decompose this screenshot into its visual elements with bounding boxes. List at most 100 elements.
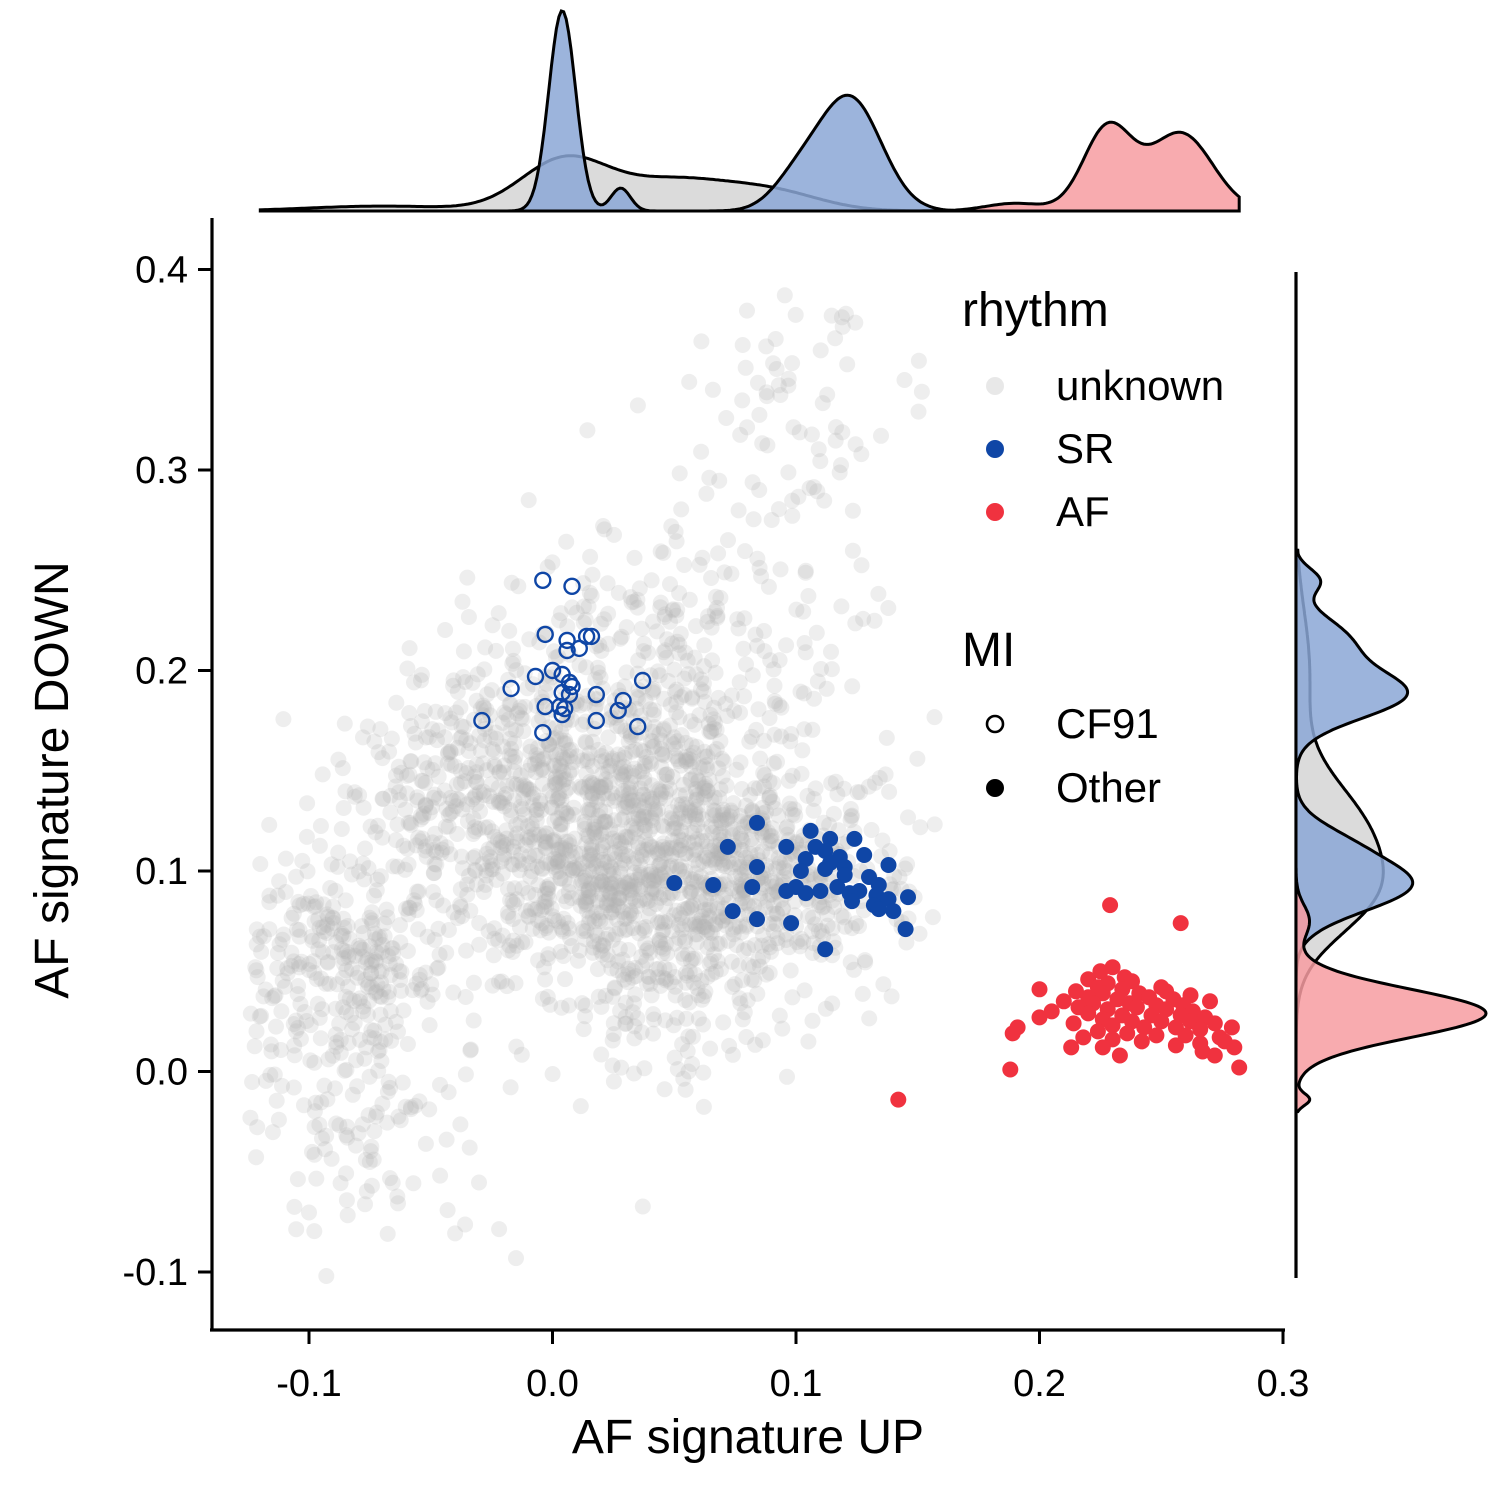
unknown-point (589, 961, 606, 978)
unknown-point (577, 868, 594, 885)
unknown-point (758, 966, 775, 983)
unknown-point (713, 851, 730, 868)
af-other-point (1109, 991, 1126, 1008)
unknown-point (554, 816, 571, 833)
unknown-point (549, 810, 566, 827)
unknown-point (637, 935, 654, 952)
unknown-point (632, 857, 649, 874)
unknown-point (769, 935, 786, 952)
unknown-point (910, 403, 927, 420)
unknown-point (782, 800, 799, 817)
unknown-point (445, 792, 462, 809)
unknown-point (417, 838, 434, 855)
unknown-point (440, 922, 457, 938)
unknown-point (779, 818, 796, 835)
unknown-point (595, 825, 612, 842)
unknown-point (666, 661, 683, 678)
unknown-point (682, 802, 699, 819)
unknown-point (705, 851, 722, 868)
unknown-point (643, 755, 660, 772)
unknown-point (688, 784, 704, 800)
unknown-point (595, 518, 612, 534)
unknown-point (774, 1020, 791, 1037)
unknown-point (682, 804, 699, 821)
unknown-point (550, 785, 567, 802)
unknown-point (681, 963, 698, 980)
unknown-point (827, 773, 844, 790)
unknown-point (698, 914, 714, 931)
unknown-point (485, 793, 502, 810)
unknown-point (714, 913, 731, 930)
unknown-point (601, 774, 618, 791)
unknown-point (253, 943, 270, 960)
unknown-point (717, 695, 734, 712)
unknown-point (594, 946, 611, 963)
unknown-point (537, 840, 554, 857)
unknown-point (643, 572, 660, 589)
af-other-point (1080, 1005, 1097, 1022)
unknown-point (328, 1034, 345, 1051)
unknown-point (821, 817, 838, 833)
axes (210, 218, 1285, 1332)
unknown-point (299, 795, 316, 812)
unknown-point (883, 988, 900, 1005)
unknown-point (632, 878, 649, 895)
unknown-point (636, 1060, 653, 1077)
unknown-point (620, 786, 637, 803)
unknown-point (613, 766, 630, 783)
unknown-point (770, 501, 787, 518)
unknown-point (335, 910, 352, 927)
unknown-point (823, 775, 840, 792)
unknown-point (350, 964, 367, 981)
unknown-point (737, 849, 754, 866)
unknown-point (671, 930, 688, 947)
unknown-point (704, 965, 720, 982)
unknown-point (395, 837, 412, 854)
unknown-point (779, 1068, 795, 1085)
unknown-point (482, 707, 498, 724)
unknown-point (587, 671, 604, 688)
unknown-point (414, 809, 431, 826)
unknown-point (581, 862, 598, 879)
unknown-point (568, 604, 585, 621)
unknown-point (796, 721, 813, 738)
unknown-point (506, 763, 523, 780)
unknown-point (633, 811, 650, 828)
unknown-point (913, 383, 930, 400)
unknown-point (554, 855, 571, 872)
unknown-point (618, 619, 635, 636)
unknown-point (734, 972, 751, 989)
unknown-point (750, 374, 766, 391)
unknown-point (588, 858, 605, 875)
unknown-point (460, 609, 477, 625)
unknown-point (677, 1081, 694, 1098)
unknown-point (709, 953, 726, 970)
unknown-point (401, 766, 418, 783)
unknown-point (504, 655, 521, 672)
unknown-point (702, 1040, 719, 1057)
unknown-point (509, 833, 526, 850)
unknown-point (484, 617, 501, 634)
unknown-point (684, 1056, 700, 1072)
unknown-point (761, 789, 778, 806)
unknown-point (640, 908, 657, 925)
unknown-point (453, 718, 470, 735)
unknown-point (514, 934, 531, 951)
unknown-point (505, 775, 522, 792)
unknown-point (505, 652, 522, 669)
unknown-point (781, 795, 798, 812)
unknown-point (313, 1094, 330, 1111)
unknown-point (486, 920, 503, 937)
unknown-point (484, 823, 501, 840)
unknown-point (578, 734, 595, 751)
unknown-point (449, 826, 466, 842)
unknown-point (370, 744, 387, 761)
unknown-point (662, 733, 679, 750)
unknown-point (652, 977, 669, 994)
unknown-point (399, 943, 416, 959)
unknown-point (754, 435, 771, 452)
unknown-point (576, 882, 593, 899)
unknown-point (500, 942, 517, 959)
unknown-point (402, 753, 419, 770)
unknown-point (355, 941, 372, 958)
